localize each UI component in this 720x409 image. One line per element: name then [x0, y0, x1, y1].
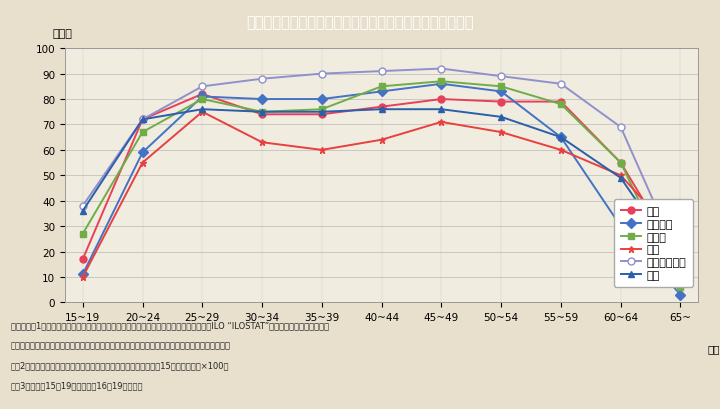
日本 — [676, 260, 685, 265]
韓国 — [437, 120, 446, 125]
スウェーデン — [78, 204, 87, 209]
スウェーデン — [616, 125, 625, 130]
Line: 日本: 日本 — [79, 91, 684, 265]
スウェーデン — [198, 85, 207, 90]
韓国 — [78, 275, 87, 280]
韓国 — [557, 148, 565, 153]
Text: デン，米国は２０１７（平成２９）年値，フランス，ドイツは２０１６（平成２８）年値。: デン，米国は２０１７（平成２９）年値，フランス，ドイツは２０１６（平成２８）年値… — [11, 341, 231, 350]
ドイツ — [198, 97, 207, 102]
Text: （備考）、1．日本は総務省「労働力調査（基本集計）」（平成２９年），その他の国はILO “ILOSTAT”より作成。韓国，スウェー: （備考）、1．日本は総務省「労働力調査（基本集計）」（平成２９年），その他の国は… — [11, 321, 329, 330]
ドイツ — [676, 285, 685, 290]
日本 — [258, 112, 266, 117]
フランス — [318, 97, 326, 102]
ドイツ — [616, 161, 625, 166]
米国 — [138, 118, 147, 123]
日本 — [377, 105, 386, 110]
米国 — [437, 108, 446, 112]
フランス — [557, 135, 565, 140]
Line: 米国: 米国 — [79, 106, 684, 268]
フランス — [437, 82, 446, 87]
ドイツ — [377, 85, 386, 90]
米国 — [557, 135, 565, 140]
フランス — [377, 90, 386, 94]
ドイツ — [138, 130, 147, 135]
フランス — [198, 95, 207, 100]
韓国 — [138, 161, 147, 166]
フランス — [258, 97, 266, 102]
米国 — [377, 108, 386, 112]
ドイツ — [557, 102, 565, 107]
Text: 3．米国は15～19歳の値は，16～19歳の値。: 3．米国は15～19歳の値は，16～19歳の値。 — [11, 380, 143, 389]
スウェーデン — [437, 67, 446, 72]
韓国 — [318, 148, 326, 153]
韓国 — [258, 140, 266, 145]
Text: 2．労働力率は，「労働力人口（就業者＋完全失業者）」／「15歳以上人口」×100。: 2．労働力率は，「労働力人口（就業者＋完全失業者）」／「15歳以上人口」×100… — [11, 360, 229, 369]
Text: （％）: （％） — [53, 29, 73, 39]
韓国 — [198, 110, 207, 115]
ドイツ — [318, 108, 326, 112]
韓国 — [377, 138, 386, 143]
日本 — [138, 118, 147, 123]
ドイツ — [258, 110, 266, 115]
フランス — [676, 292, 685, 297]
日本 — [557, 100, 565, 105]
スウェーデン — [497, 74, 505, 79]
Text: Ｉ－２－４図　主要国における女性の年齢階級別労働力率: Ｉ－２－４図 主要国における女性の年齢階級別労働力率 — [246, 15, 474, 30]
スウェーデン — [138, 118, 147, 123]
フランス — [78, 272, 87, 277]
日本 — [78, 257, 87, 262]
フランス — [138, 151, 147, 155]
日本 — [437, 97, 446, 102]
Line: ドイツ: ドイツ — [79, 79, 684, 291]
Line: 韓国: 韓国 — [79, 109, 684, 281]
米国 — [258, 110, 266, 115]
日本 — [616, 161, 625, 166]
米国 — [318, 110, 326, 115]
ドイツ — [497, 85, 505, 90]
Line: スウェーデン: スウェーデン — [79, 66, 684, 265]
日本 — [318, 112, 326, 117]
フランス — [616, 224, 625, 229]
韓国 — [497, 130, 505, 135]
日本 — [198, 92, 207, 97]
フランス — [497, 90, 505, 94]
韓国 — [616, 173, 625, 178]
スウェーデン — [318, 72, 326, 77]
スウェーデン — [377, 70, 386, 74]
スウェーデン — [676, 260, 685, 265]
Text: （歳）: （歳） — [707, 343, 720, 353]
スウェーデン — [557, 82, 565, 87]
ドイツ — [78, 232, 87, 237]
Line: フランス: フランス — [79, 81, 684, 299]
米国 — [78, 209, 87, 214]
ドイツ — [437, 80, 446, 85]
スウェーデン — [258, 77, 266, 82]
日本 — [497, 100, 505, 105]
米国 — [198, 108, 207, 112]
米国 — [497, 115, 505, 120]
米国 — [676, 262, 685, 267]
米国 — [616, 176, 625, 181]
Legend: 日本, フランス, ドイツ, 韓国, スウェーデン, 米国: 日本, フランス, ドイツ, 韓国, スウェーデン, 米国 — [614, 200, 693, 287]
韓国 — [676, 239, 685, 244]
